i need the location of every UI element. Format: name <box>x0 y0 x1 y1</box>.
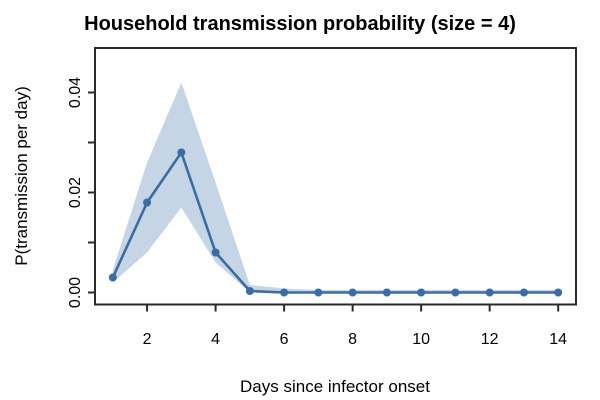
data-line-layer <box>108 148 563 297</box>
data-point-day-12 <box>485 288 494 297</box>
data-point-day-7 <box>314 288 323 297</box>
data-point-day-5 <box>245 287 254 295</box>
x-tick-label: 6 <box>280 331 289 348</box>
x-tick-label: 2 <box>143 331 152 348</box>
confidence-band <box>112 82 559 293</box>
x-tick-label: 12 <box>481 331 499 348</box>
data-point-day-9 <box>382 288 391 297</box>
x-tick-label: 14 <box>549 331 567 348</box>
data-point-day-13 <box>519 288 528 297</box>
data-point-day-11 <box>451 288 460 297</box>
data-point-day-6 <box>280 288 289 297</box>
data-point-day-1 <box>108 273 117 282</box>
y-tick-label: 0.04 <box>67 77 84 108</box>
x-tick-label: 8 <box>348 331 357 348</box>
estimate-line <box>111 151 560 294</box>
data-point-day-10 <box>417 288 426 297</box>
confidence-band-layer <box>112 82 559 293</box>
data-point-day-2 <box>143 198 152 207</box>
x-tick-label: 4 <box>211 331 220 348</box>
x-axis-label: Days since infector onset <box>240 377 430 396</box>
x-axis: 2 4 6 8 10 12 14 <box>143 304 567 348</box>
x-tick-label: 10 <box>412 331 430 348</box>
data-point-day-4 <box>211 248 220 257</box>
chart-title: Household transmission probability (size… <box>84 13 516 35</box>
data-point-day-14 <box>554 288 563 297</box>
y-tick-label: 0.02 <box>67 177 84 208</box>
y-axis-label: P(transmission per day) <box>12 86 31 266</box>
data-point-day-3 <box>177 148 186 157</box>
y-tick-label: 0.00 <box>67 277 84 308</box>
data-point-day-8 <box>348 288 357 297</box>
y-axis: 0.00 0.02 0.04 <box>67 77 95 308</box>
plot-border-box <box>94 47 577 306</box>
